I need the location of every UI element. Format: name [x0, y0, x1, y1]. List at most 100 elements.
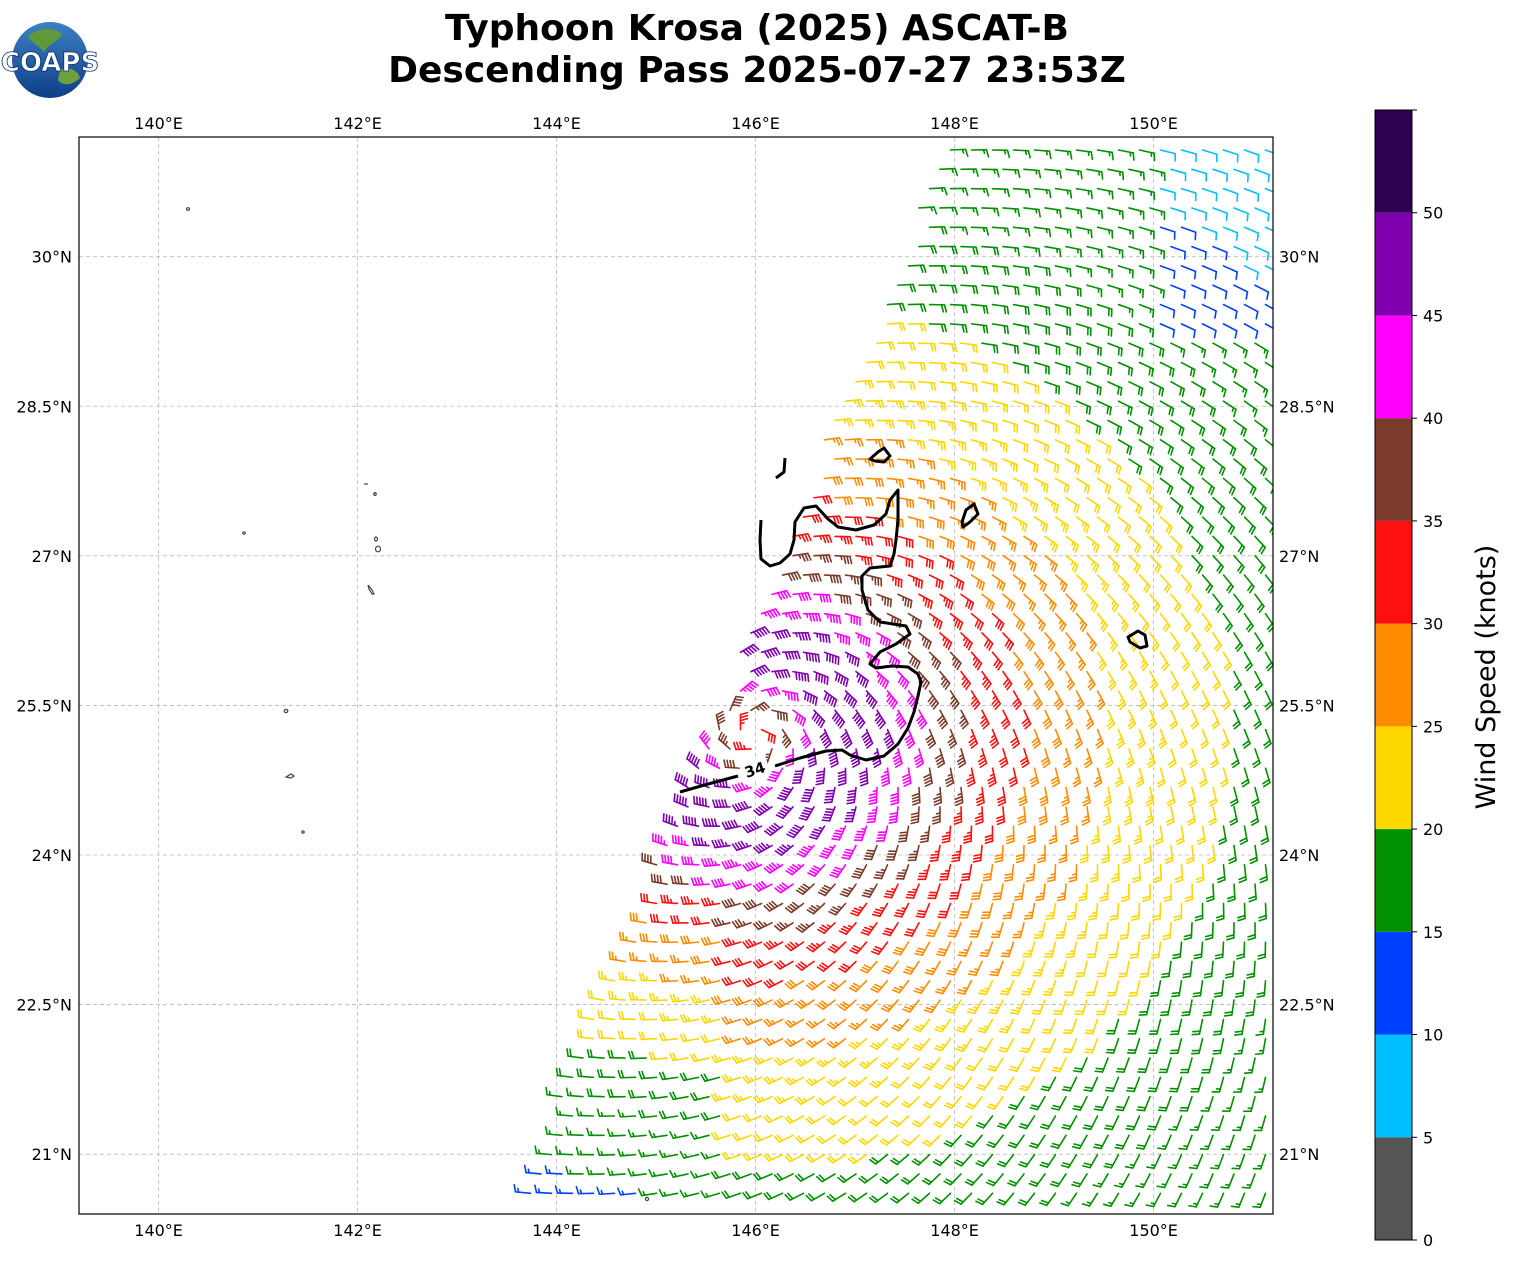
barb-flag — [975, 246, 979, 255]
barb-flag — [1113, 543, 1119, 552]
barb-flag — [1044, 524, 1049, 533]
barb-flag — [930, 460, 933, 470]
barb-flag — [1279, 194, 1280, 201]
barb-flag — [1159, 466, 1164, 476]
barb-flag — [951, 856, 961, 860]
barb-flag — [972, 382, 975, 392]
barb-flag — [1244, 349, 1248, 359]
barb-flag — [835, 476, 840, 485]
barb-flag — [867, 379, 872, 389]
wind-barb — [1065, 284, 1082, 297]
barb-flag — [780, 669, 785, 679]
barb-flag — [996, 168, 1000, 178]
wind-barb — [1096, 149, 1114, 161]
barb-flag — [1172, 683, 1180, 691]
wind-barb — [939, 284, 958, 294]
wind-barb — [1128, 554, 1141, 574]
barb-flag — [864, 679, 869, 689]
barb-flag — [922, 480, 925, 490]
wind-barb — [1086, 168, 1104, 180]
barb-half — [795, 632, 798, 638]
barb-flag — [1031, 603, 1037, 612]
barb-flag — [1048, 267, 1051, 277]
wind-barb — [960, 593, 975, 611]
wind-barb — [970, 574, 985, 591]
barb-flag — [1109, 683, 1117, 691]
barb-half — [972, 168, 975, 174]
barb-half — [941, 986, 947, 990]
wind-barb — [1149, 593, 1161, 613]
wind-barb — [823, 574, 842, 584]
barb-flag — [1172, 642, 1179, 650]
barb-flag — [1174, 563, 1181, 572]
barb-half — [1103, 892, 1109, 895]
wind-barb — [855, 535, 873, 546]
barb-flag — [831, 837, 841, 841]
wind-barb — [1180, 516, 1194, 535]
barb-flag — [918, 620, 923, 630]
barb-flag — [1008, 601, 1014, 610]
barb-flag — [763, 650, 770, 659]
barb-flag — [1096, 975, 1106, 978]
barb-flag — [681, 796, 685, 806]
barb-flag — [901, 302, 906, 312]
barb-flag — [1058, 287, 1061, 297]
barb-half — [1232, 367, 1235, 373]
barb-flag — [1095, 544, 1100, 554]
barb-flag — [691, 816, 694, 826]
barb-half — [1049, 599, 1053, 605]
barb-half — [940, 187, 944, 193]
wind-barb — [1212, 168, 1229, 183]
barb-flag — [1030, 561, 1035, 571]
barb-flag — [694, 774, 697, 784]
wind-barb — [918, 554, 934, 570]
barb-flag — [985, 599, 990, 608]
barb-flag — [911, 657, 917, 666]
barb-flag — [991, 501, 994, 511]
barb-flag — [1065, 955, 1075, 959]
barb-flag — [897, 840, 907, 843]
barb-flag — [804, 632, 808, 641]
barb-flag — [1175, 605, 1182, 613]
wind-barb — [1159, 361, 1175, 378]
barb-shaft — [1264, 477, 1273, 487]
barb-half — [1272, 449, 1273, 452]
barb-flag — [828, 534, 833, 543]
barb-flag — [1013, 543, 1017, 552]
barb-flag — [1006, 305, 1010, 315]
barb-flag — [1042, 583, 1047, 593]
barb-half — [1088, 678, 1093, 683]
barb-flag — [1199, 506, 1205, 515]
barb-flag — [853, 516, 858, 526]
barb-half — [1018, 579, 1022, 585]
barb-flag — [1111, 644, 1118, 652]
barb-half — [876, 672, 881, 678]
barb-flag — [1253, 408, 1258, 418]
barb-half — [920, 986, 926, 990]
barb-flag — [867, 814, 877, 818]
barb-flag — [1012, 563, 1017, 572]
barb-flag — [822, 554, 827, 563]
barb-half — [1110, 639, 1115, 644]
barb-flag — [826, 676, 829, 686]
barb-flag — [995, 384, 999, 393]
barb-flag — [653, 874, 656, 883]
barb-flag — [1266, 622, 1273, 630]
barb-flag — [947, 935, 957, 938]
barb-flag — [1003, 266, 1007, 276]
wind-barb — [1044, 284, 1061, 297]
barb-flag — [1136, 545, 1142, 554]
wind-barb — [1180, 477, 1195, 496]
barb-shaft — [1254, 168, 1270, 176]
barb-flag — [1027, 306, 1030, 316]
barb-flag — [1004, 638, 1010, 647]
barb-flag — [1266, 252, 1270, 261]
barb-flag — [825, 554, 830, 563]
barb-half — [839, 827, 846, 830]
barb-flag — [1181, 388, 1185, 397]
wind-barb — [771, 589, 791, 600]
wind-barb — [792, 552, 812, 562]
barb-flag — [916, 912, 926, 916]
barb-flag — [976, 579, 980, 588]
barb-flag — [859, 477, 864, 486]
